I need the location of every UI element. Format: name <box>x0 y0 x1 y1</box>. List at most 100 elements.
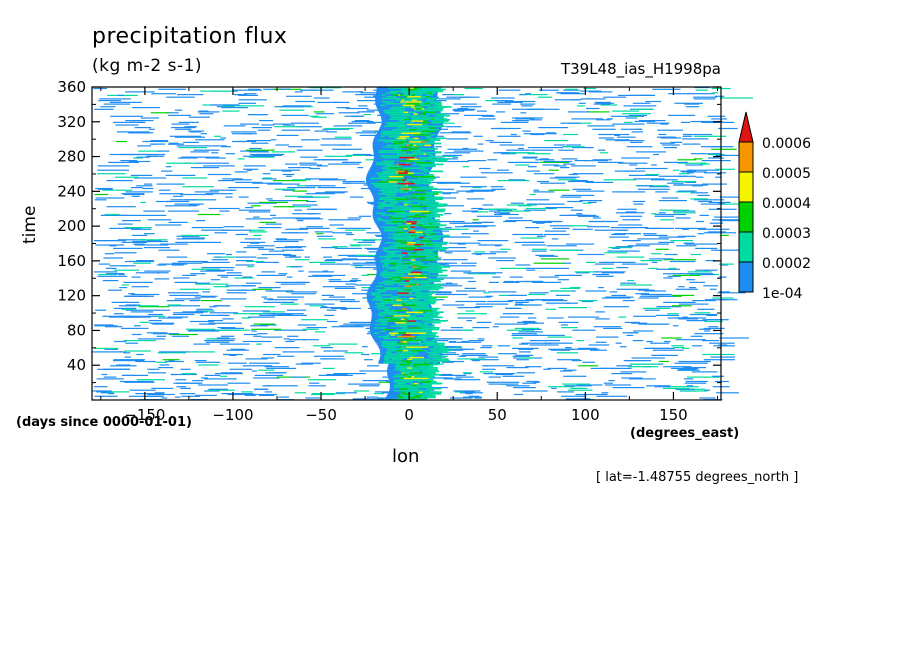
precip-streak <box>571 118 604 120</box>
precip-streak <box>704 320 723 323</box>
precip-streak <box>345 283 356 285</box>
band-cell <box>384 316 397 319</box>
precip-streak <box>362 380 389 382</box>
precip-streak <box>600 152 609 154</box>
precip-streak <box>138 306 169 308</box>
precip-streak <box>193 149 220 151</box>
band-cell <box>421 320 433 322</box>
precip-streak <box>120 301 129 303</box>
band-cell <box>384 250 402 253</box>
precip-streak <box>154 278 170 280</box>
precip-streak <box>121 308 137 310</box>
band-cell <box>410 323 418 326</box>
precip-streak <box>279 109 305 111</box>
precip-streak <box>547 317 564 319</box>
precip-streak <box>676 245 697 247</box>
precip-streak <box>345 154 369 156</box>
band-cell <box>417 109 426 112</box>
precip-streak <box>445 360 465 363</box>
precip-streak <box>97 173 126 175</box>
band-cell <box>422 253 432 256</box>
precip-streak <box>94 193 109 196</box>
precip-streak <box>543 160 573 163</box>
precip-streak <box>522 382 537 384</box>
band-cell <box>408 253 427 256</box>
precip-streak <box>457 317 476 319</box>
band-cell <box>408 337 414 340</box>
precip-streak <box>668 114 696 116</box>
precip-streak <box>461 340 470 343</box>
precip-streak <box>207 173 232 176</box>
precip-streak <box>158 367 174 369</box>
precip-streak <box>149 143 166 145</box>
precip-streak <box>676 369 700 371</box>
band-cell <box>386 222 394 225</box>
precip-streak <box>156 335 167 337</box>
band-cell <box>375 306 392 308</box>
precip-streak <box>461 391 476 393</box>
precip-streak <box>533 381 541 383</box>
band-cell <box>397 137 406 140</box>
precip-streak <box>720 264 729 266</box>
precip-streak <box>557 179 578 181</box>
precip-streak <box>209 306 217 308</box>
precip-streak <box>204 378 237 380</box>
band-cell <box>410 306 430 308</box>
colorbar-segment <box>738 171 754 203</box>
band-cell <box>407 293 425 296</box>
precip-streak <box>479 167 491 170</box>
band-cell <box>407 222 422 225</box>
precip-streak <box>238 171 248 173</box>
precip-streak <box>548 169 559 171</box>
precip-streak <box>710 146 734 148</box>
precip-streak <box>135 393 164 395</box>
precip-streak <box>280 88 291 90</box>
precip-streak <box>355 132 376 134</box>
precip-streak <box>570 209 583 211</box>
precip-streak <box>628 378 656 380</box>
precip-streak <box>454 110 465 112</box>
band-cell <box>387 121 403 124</box>
precip-streak <box>166 263 188 265</box>
precip-streak <box>601 297 631 299</box>
band-cell <box>395 170 405 173</box>
band-cell <box>405 243 413 246</box>
precip-streak <box>104 213 120 216</box>
band-cell <box>410 271 422 274</box>
precip-streak <box>671 180 696 183</box>
band-cell <box>414 327 422 329</box>
precip-streak <box>275 281 306 283</box>
band-cell <box>382 100 395 103</box>
band-cell <box>416 128 434 131</box>
precip-streak <box>594 263 614 265</box>
band-cell <box>419 287 439 289</box>
precip-streak <box>612 110 639 112</box>
precip-streak <box>525 331 543 333</box>
precip-streak <box>612 191 646 193</box>
band-cell <box>408 396 427 399</box>
band-cell <box>414 104 421 107</box>
precip-streak <box>171 123 190 125</box>
precip-streak <box>512 120 529 122</box>
precip-streak <box>525 207 557 210</box>
precip-streak <box>306 327 328 329</box>
band-cell <box>400 179 406 181</box>
precip-streak <box>113 307 137 309</box>
band-cell <box>426 97 439 100</box>
precip-streak <box>305 397 322 399</box>
precip-streak <box>450 327 464 329</box>
precip-streak <box>294 91 303 93</box>
precip-streak <box>242 276 253 278</box>
band-cell <box>378 175 390 178</box>
precip-streak <box>258 287 281 289</box>
precip-streak <box>523 133 557 135</box>
precip-streak <box>447 148 478 150</box>
band-cell <box>433 266 451 268</box>
precip-streak <box>361 287 372 289</box>
band-cell <box>395 269 404 272</box>
precip-streak <box>467 273 496 275</box>
precip-streak <box>173 277 190 279</box>
band-cell <box>432 222 441 225</box>
precip-streak <box>530 299 564 301</box>
band-cell <box>423 236 440 239</box>
